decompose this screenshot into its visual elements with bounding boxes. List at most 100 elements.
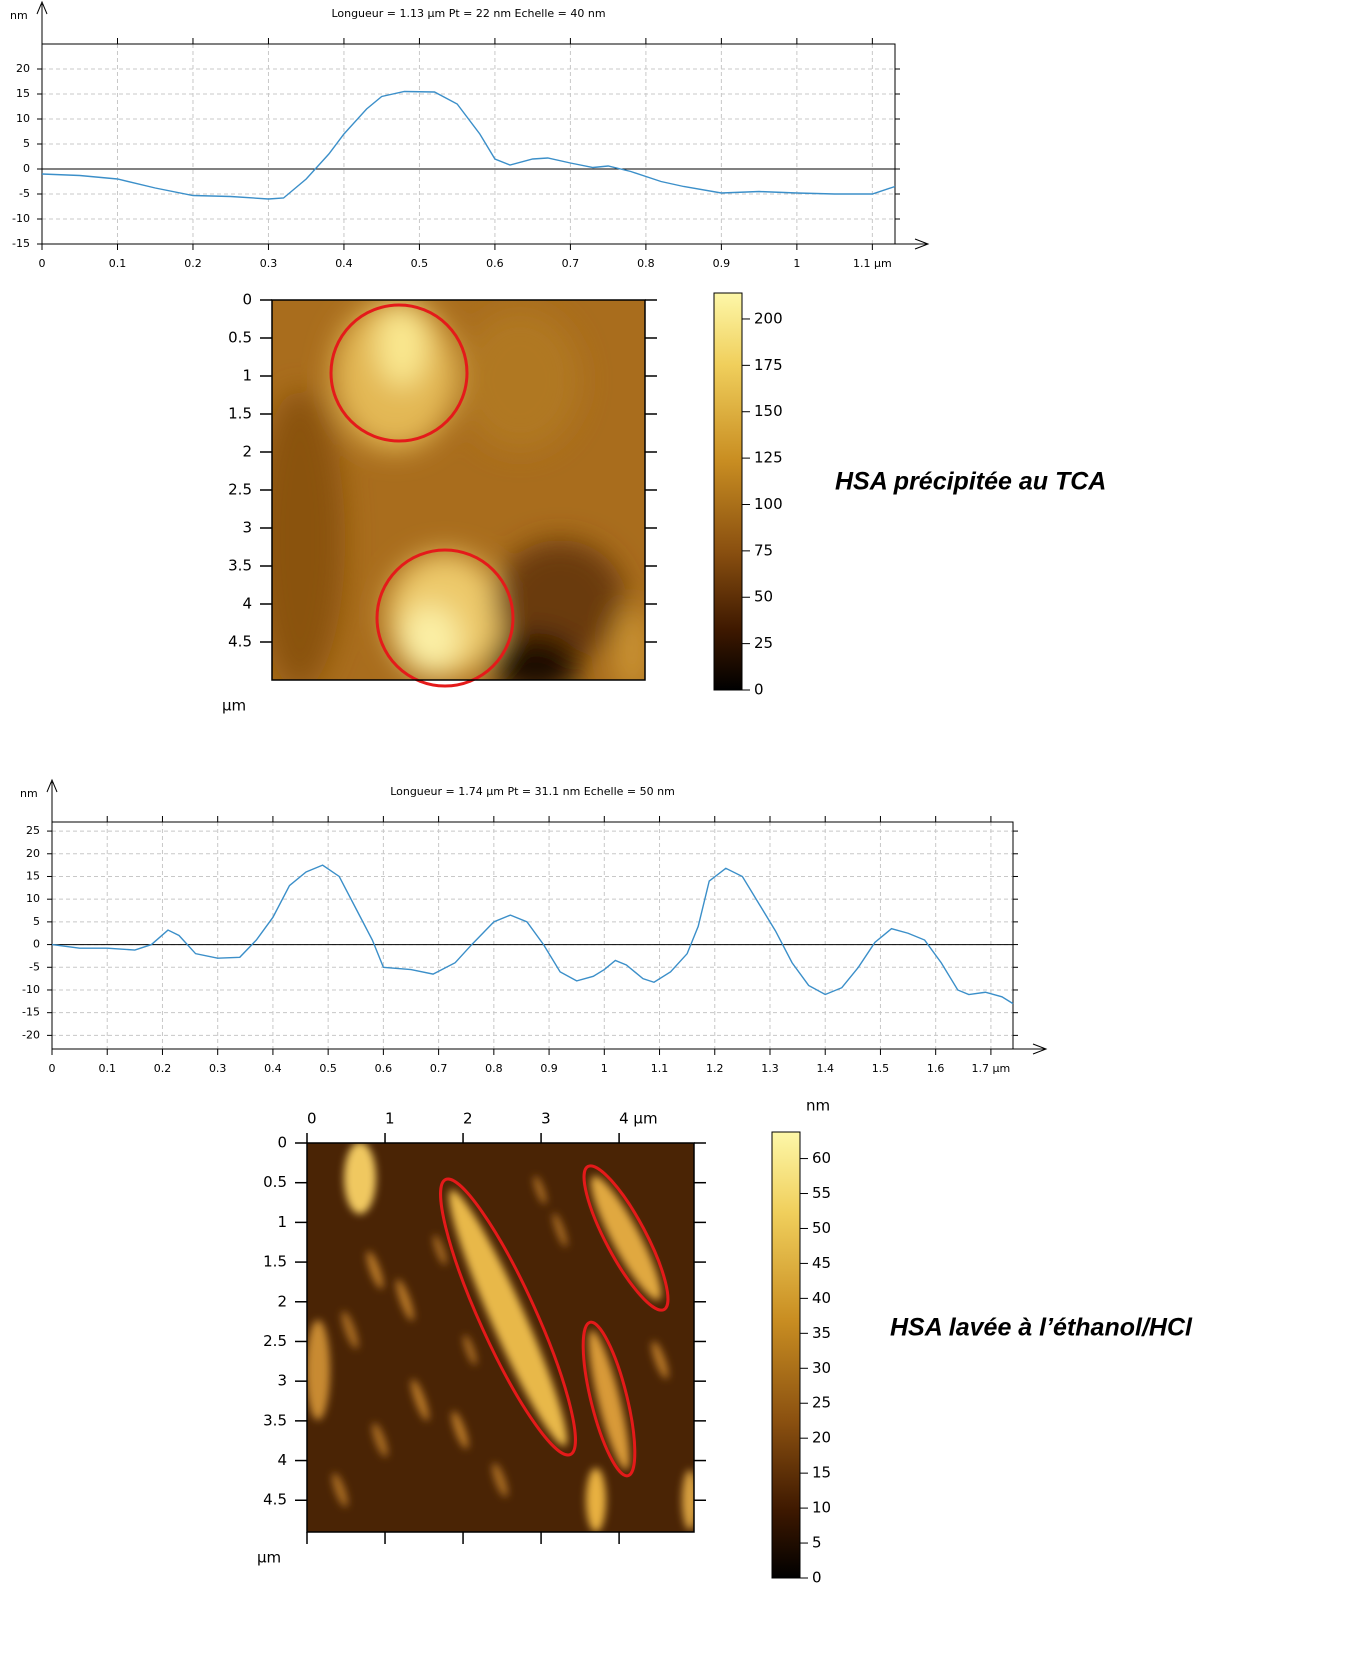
y-tick-label: 0: [242, 291, 252, 309]
y-tick-label: 10: [26, 892, 40, 905]
plot-frame: [51, 821, 1014, 1050]
y-tick-label: 0.5: [263, 1173, 287, 1191]
colorbar-tick-label: 40: [812, 1289, 831, 1307]
x-tick-label: 0.3: [260, 257, 278, 270]
profile-line: [51, 864, 1014, 1005]
x-tick-label: 1.3: [761, 1062, 779, 1075]
x-tick-label: 0.8: [485, 1062, 503, 1075]
axis-arrow: [46, 778, 58, 793]
colorbar-tick-label: 25: [754, 634, 773, 652]
x-tick-label: 0.7: [430, 1062, 448, 1075]
x-tick-label: 1: [385, 1110, 395, 1128]
x-tick-label: 3: [541, 1110, 551, 1128]
axis-arrow: [914, 238, 930, 250]
colorbar-tick-label: 25: [812, 1394, 831, 1412]
colorbar-tick-label: 100: [754, 495, 783, 513]
x-tick-label: 1.7 µm: [972, 1062, 1011, 1075]
colorbar: [771, 1131, 801, 1579]
y-tick-label: 1.5: [228, 405, 252, 423]
x-tick-label: 0.7: [562, 257, 580, 270]
y-tick-label: 2.5: [263, 1332, 287, 1350]
image-frame: [306, 1142, 695, 1533]
y-tick-label: -10: [12, 212, 30, 225]
y-tick-label: 3: [277, 1372, 287, 1390]
x-tick-label: 0.4: [264, 1062, 282, 1075]
y-tick-label: 2.5: [228, 481, 252, 499]
y-tick-label: 2: [242, 443, 252, 461]
highlight: [582, 1164, 670, 1312]
x-tick-label: 0.5: [319, 1062, 337, 1075]
x-tick-label: 0: [39, 257, 46, 270]
x-tick-label: 1.1: [651, 1062, 669, 1075]
chart-title: Longueur = 1.74 µm Pt = 31.1 nm Echelle …: [390, 785, 675, 798]
colorbar-label: nm: [806, 1097, 830, 1115]
colorbar-tick-label: 50: [812, 1219, 831, 1237]
axis-arrow: [36, 0, 48, 15]
x-tick-label: 0.1: [109, 257, 127, 270]
axis-arrow: [1032, 1043, 1048, 1055]
x-tick-label: 1: [793, 257, 800, 270]
x-tick-label: 0.3: [209, 1062, 227, 1075]
afm-image: [307, 1143, 694, 1532]
y-tick-label: -5: [29, 960, 40, 973]
x-tick-label: 1.1 µm: [853, 257, 892, 270]
y-tick-label: 3.5: [228, 557, 252, 575]
colorbar-tick-label: 125: [754, 449, 783, 467]
afm-image: [272, 300, 645, 680]
colorbar-tick-label: 20: [812, 1429, 831, 1447]
y-tick-label: 0: [33, 938, 40, 951]
colorbar-tick-label: 60: [812, 1149, 831, 1167]
y-tick-label: 1: [277, 1213, 287, 1231]
colorbar-tick-label: 50: [754, 588, 773, 606]
x-tick-label: 0.9: [540, 1062, 558, 1075]
y-tick-label: 20: [26, 847, 40, 860]
colorbar-tick-label: 200: [754, 309, 783, 327]
y-tick-label: 5: [23, 137, 30, 150]
y-tick-label: 10: [16, 112, 30, 125]
y-tick-label: 2: [277, 1292, 287, 1310]
x-tick-label: 0.8: [637, 257, 655, 270]
x-tick-label: 0.9: [713, 257, 731, 270]
y-tick-label: 0: [277, 1134, 287, 1152]
x-tick-label: 4 µm: [619, 1110, 657, 1128]
y-tick-label: -15: [12, 237, 30, 250]
x-tick-label: 0.5: [411, 257, 429, 270]
caption: HSA lavée à l’éthanol/HCl: [890, 1314, 1193, 1342]
x-tick-label: 0.1: [98, 1062, 116, 1075]
colorbar-tick-label: 15: [812, 1464, 831, 1482]
x-tick-label: 2: [463, 1110, 473, 1128]
colorbar-tick-label: 5: [812, 1534, 822, 1552]
y-axis-label: nm: [10, 9, 28, 22]
colorbar: [713, 292, 743, 691]
colorbar-tick-label: 150: [754, 402, 783, 420]
x-tick-label: 0: [49, 1062, 56, 1075]
x-tick-label: 1.4: [816, 1062, 834, 1075]
y-tick-label: 4: [277, 1451, 287, 1469]
highlight: [581, 1320, 637, 1478]
y-tick-label: 15: [26, 869, 40, 882]
x-tick-label: 1: [601, 1062, 608, 1075]
y-tick-label: -20: [22, 1028, 40, 1041]
x-tick-label: 1.2: [706, 1062, 724, 1075]
y-tick-label: 4.5: [263, 1491, 287, 1509]
x-tick-label: 0.4: [335, 257, 353, 270]
caption: HSA précipitée au TCA: [835, 468, 1106, 496]
x-tick-label: 1.6: [927, 1062, 945, 1075]
colorbar-tick-label: 0: [754, 681, 764, 699]
y-tick-label: 5: [33, 915, 40, 928]
x-tick-label: 0: [307, 1110, 317, 1128]
y-tick-label: 4: [242, 595, 252, 613]
y-axis-label: nm: [20, 787, 38, 800]
x-tick-label: 0.2: [184, 257, 202, 270]
chart-title: Longueur = 1.13 µm Pt = 22 nm Echelle = …: [331, 7, 605, 20]
y-tick-label: 15: [16, 87, 30, 100]
y-tick-label: -15: [22, 1006, 40, 1019]
y-tick-label: 1: [242, 367, 252, 385]
highlight: [375, 548, 515, 688]
x-tick-label: 0.2: [154, 1062, 172, 1075]
x-axis-label: µm: [257, 1549, 281, 1567]
colorbar-tick-label: 30: [812, 1359, 831, 1377]
x-tick-label: 1.5: [872, 1062, 890, 1075]
y-tick-label: -5: [19, 187, 30, 200]
